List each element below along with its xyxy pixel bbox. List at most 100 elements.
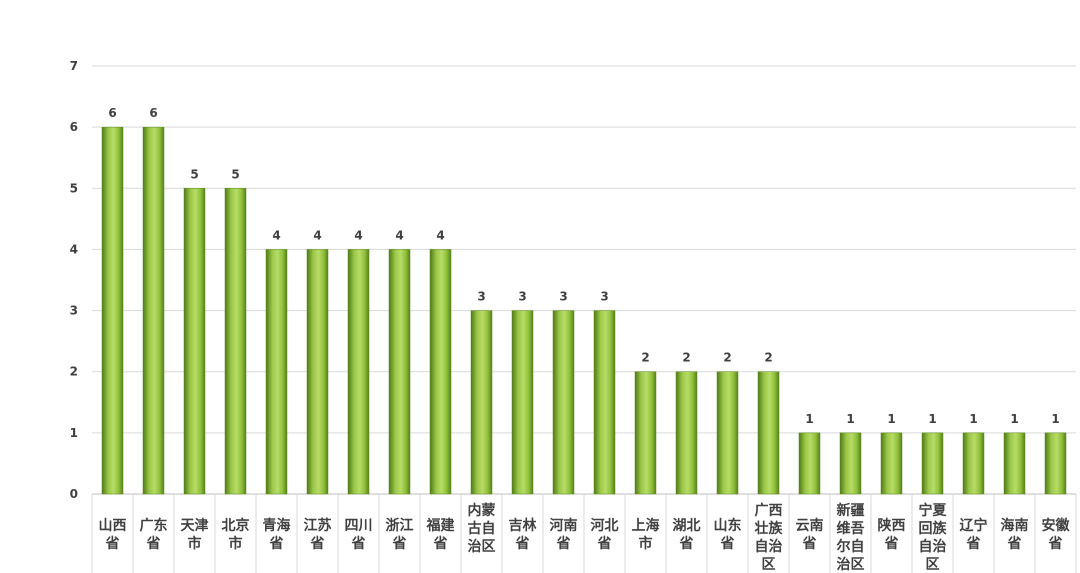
x-tick-label: 省 (720, 535, 735, 552)
x-tick-label: 省 (515, 535, 530, 552)
bar (675, 371, 698, 495)
grid-lines (91, 65, 1077, 573)
x-tick-label: 福建 (426, 517, 455, 534)
x-tick-label: 市 (188, 535, 202, 552)
bar (716, 371, 739, 495)
x-tick-label: 市 (639, 535, 653, 552)
x-tick-label: 湖北 (673, 518, 701, 534)
bar (798, 432, 821, 495)
bar (224, 188, 247, 495)
x-tick-label: 广东 (140, 517, 168, 534)
data-label: 3 (477, 290, 485, 304)
x-tick-label: 天津 (181, 517, 209, 534)
data-label: 6 (149, 106, 157, 120)
y-tick-label: 6 (70, 120, 78, 134)
x-tick-label: 省 (679, 535, 694, 552)
bar (142, 126, 165, 495)
x-axis-labels: 山西省广东省天津市北京市青海省江苏省四川省浙江省福建省内蒙古自治区吉林省河南省河… (99, 502, 1071, 573)
y-tick-label: 3 (70, 304, 78, 318)
data-label: 1 (1010, 412, 1018, 426)
data-label: 1 (846, 412, 854, 426)
x-tick-label: 省 (392, 535, 407, 552)
data-label: 3 (559, 290, 567, 304)
x-tick-label: 省 (884, 535, 899, 552)
bar (757, 371, 780, 495)
y-tick-label: 2 (70, 365, 78, 379)
x-tick-label: 省 (966, 535, 981, 552)
data-label: 3 (518, 290, 526, 304)
x-tick-label: 治区 (837, 556, 865, 573)
x-tick-label: 省 (146, 535, 161, 552)
data-label: 3 (600, 290, 608, 304)
x-tick-label: 山西 (99, 518, 127, 534)
y-tick-label: 4 (70, 242, 78, 256)
x-tick-label: 省 (1007, 535, 1022, 552)
bar (388, 249, 411, 495)
bar (470, 310, 493, 495)
x-tick-label: 省 (556, 535, 571, 552)
x-tick-label: 古自 (468, 520, 496, 537)
bar (634, 371, 657, 495)
x-tick-label: 安徽 (1042, 517, 1071, 534)
x-tick-label: 青海 (263, 517, 291, 534)
y-tick-label: 1 (70, 426, 78, 440)
data-label: 5 (190, 167, 198, 181)
data-labels: 6 6 5 5 4 4 4 4 4 3 3 3 3 2 2 2 2 1 1 1 1 1 1 1 (108, 106, 1059, 426)
x-tick-label: 四川 (345, 518, 373, 534)
bar (306, 249, 329, 495)
data-label: 4 (354, 228, 362, 242)
x-tick-label: 省 (351, 535, 366, 552)
x-tick-label: 治区 (468, 538, 496, 555)
x-tick-label: 区 (762, 557, 776, 573)
x-tick-label: 吉林 (509, 517, 537, 534)
x-tick-label: 内蒙 (468, 502, 496, 519)
x-tick-label: 新疆 (837, 502, 865, 519)
y-tick-label: 0 (70, 487, 78, 501)
x-tick-label: 山东 (714, 517, 742, 534)
x-tick-label: 省 (802, 535, 817, 552)
bar (511, 310, 534, 495)
x-tick-label: 尔自 (837, 538, 865, 555)
x-tick-label: 辽宁 (960, 517, 988, 534)
data-label: 2 (764, 351, 772, 365)
x-tick-label: 省 (269, 535, 284, 552)
bar (347, 249, 370, 495)
data-label: 6 (108, 106, 116, 120)
data-label: 1 (969, 412, 977, 426)
x-tick-label: 上海 (632, 517, 660, 534)
data-label: 5 (231, 167, 239, 181)
data-label: 1 (1051, 412, 1059, 426)
bar (101, 126, 124, 495)
x-tick-label: 省 (105, 535, 120, 552)
x-tick-label: 回族 (919, 520, 948, 537)
bar (265, 249, 288, 495)
y-axis-ticks: 0 1 2 3 4 5 6 7 (70, 59, 78, 501)
data-label: 2 (723, 351, 731, 365)
x-tick-label: 省 (597, 535, 612, 552)
x-tick-label: 云南 (796, 517, 824, 534)
x-tick-label: 宁夏 (919, 502, 948, 519)
x-tick-label: 广西 (755, 502, 783, 519)
data-label: 4 (436, 228, 444, 242)
data-label: 1 (887, 412, 895, 426)
bar (552, 310, 575, 495)
x-tick-label: 省 (1048, 535, 1063, 552)
data-label: 2 (641, 351, 649, 365)
x-tick-label: 省 (310, 535, 325, 552)
data-label: 2 (682, 351, 690, 365)
data-label: 1 (805, 412, 813, 426)
bar (839, 432, 862, 495)
x-tick-label: 河北 (591, 517, 619, 534)
data-label: 4 (272, 228, 280, 242)
bar (593, 310, 616, 495)
bar (429, 249, 452, 495)
y-tick-label: 5 (70, 181, 78, 195)
x-tick-label: 自治 (755, 538, 783, 555)
x-tick-label: 海南 (1001, 517, 1029, 534)
bars (101, 126, 1067, 495)
data-label: 4 (395, 228, 403, 242)
x-tick-label: 北京 (222, 517, 250, 534)
data-label: 4 (313, 228, 321, 242)
x-tick-label: 自治 (919, 538, 947, 555)
